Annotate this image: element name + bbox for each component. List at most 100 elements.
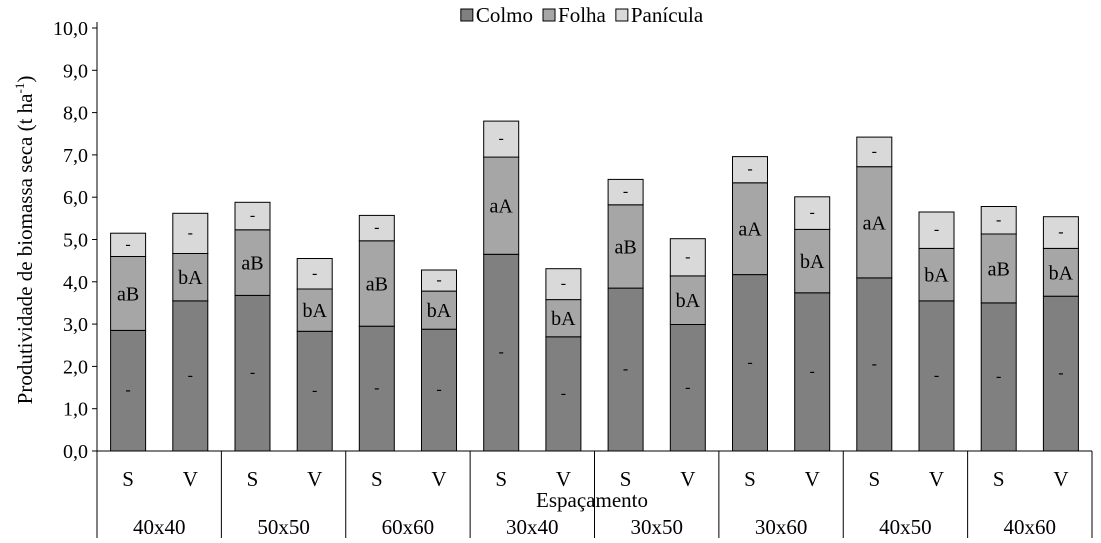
- y-tick-label: 5,0: [63, 230, 88, 252]
- data-label-colmo-1: -: [125, 382, 130, 399]
- x-subcategory-label: V: [556, 467, 571, 491]
- data-label-colmo-3: -: [250, 364, 255, 381]
- bar-pan-cula-3: [234, 201, 271, 231]
- data-label-colmo-14: -: [934, 367, 939, 384]
- bar-pan-cula-15: [980, 206, 1017, 235]
- data-label-folha-5: aB: [366, 274, 388, 296]
- bar-colmo-9: [607, 287, 644, 452]
- bar-folha-11: [732, 182, 768, 276]
- data-label-pan-cula-16: -: [1058, 224, 1063, 241]
- data-label-folha-1: aB: [117, 283, 139, 305]
- bar-folha-3: [234, 229, 271, 296]
- x-subcategory-label: S: [371, 467, 383, 491]
- data-label-colmo-11: -: [747, 354, 752, 371]
- bar-pan-cula-13: [856, 136, 893, 168]
- data-label-colmo-15: -: [996, 368, 1001, 385]
- bar-colmo-8: [545, 336, 582, 452]
- legend-swatch-pan-cula: [615, 8, 629, 22]
- bars-layer: [110, 120, 1079, 452]
- bar-colmo-6: [421, 328, 457, 452]
- y-tick-label: 1,0: [63, 399, 88, 421]
- data-label-colmo-10: -: [685, 379, 690, 396]
- bar-colmo-14: [918, 300, 955, 452]
- data-label-colmo-9: -: [623, 361, 628, 378]
- axes-layer: 0,0 1,0 2,0 3,0 4,0 5,0 6,0 7,0 8,0 9,0 10,0 S V S V S V…: [53, 18, 1093, 539]
- data-label-pan-cula-14: -: [934, 221, 939, 238]
- bar-colmo-16: [1042, 295, 1079, 452]
- x-subcategory-label: S: [868, 467, 880, 491]
- data-label-pan-cula-5: -: [374, 219, 379, 236]
- bar-pan-cula-8: [545, 268, 582, 301]
- y-tick-label: 3,0: [63, 314, 88, 336]
- legend-swatch-folha: [542, 8, 556, 22]
- bar-folha-16: [1042, 247, 1079, 297]
- data-label-pan-cula-9: -: [623, 183, 628, 200]
- data-label-pan-cula-8: -: [561, 275, 566, 292]
- bar-colmo-12: [794, 292, 831, 452]
- y-tick-label: 7,0: [63, 145, 88, 167]
- y-tick-label: 10,0: [53, 18, 88, 40]
- bar-pan-cula-9: [607, 178, 644, 206]
- y-tick-label: 9,0: [63, 60, 88, 82]
- bar-folha-8: [545, 299, 582, 338]
- data-label-colmo-6: -: [436, 381, 441, 398]
- legend-label-colmo: Colmo: [476, 3, 533, 27]
- data-label-pan-cula-4: -: [312, 265, 317, 282]
- data-label-pan-cula-3: -: [250, 207, 255, 224]
- x-subcategory-label: S: [744, 467, 756, 491]
- data-label-folha-14: bA: [924, 265, 949, 287]
- x-subcategory-label: V: [805, 467, 820, 491]
- x-group-label: 30x50: [630, 515, 683, 538]
- x-subcategory-label: V: [1053, 467, 1068, 491]
- y-tick-label: 4,0: [63, 272, 88, 294]
- data-label-folha-13: aA: [863, 212, 887, 234]
- legend-swatch-colmo: [460, 8, 474, 22]
- x-group-label: 30x60: [755, 515, 808, 538]
- x-axis-title: Espaçamento: [536, 488, 648, 512]
- data-label-colmo-4: -: [312, 382, 317, 399]
- data-label-colmo-8: -: [561, 385, 566, 402]
- data-label-colmo-2: -: [188, 367, 193, 384]
- labels-layer: - aB - - bA - - aB - - bA - - aB - - bA - - aA - - bA - - aB - - bA -…: [117, 130, 1074, 402]
- data-label-folha-6: bA: [427, 300, 452, 322]
- bar-folha-2: [172, 253, 209, 302]
- bar-folha-5: [358, 240, 395, 327]
- data-label-pan-cula-10: -: [685, 248, 690, 265]
- y-tick-label: 6,0: [63, 187, 88, 209]
- data-label-folha-2: bA: [178, 267, 203, 289]
- bar-colmo-15: [980, 302, 1017, 452]
- y-tick-label: 0,0: [63, 441, 88, 463]
- bar-colmo-10: [669, 324, 706, 452]
- x-group-label: 30x40: [506, 515, 559, 538]
- bar-folha-6: [421, 290, 457, 330]
- bar-colmo-5: [358, 325, 395, 452]
- data-label-pan-cula-2: -: [188, 224, 193, 241]
- data-label-folha-9: aB: [614, 237, 636, 259]
- data-label-pan-cula-6: -: [436, 272, 441, 289]
- data-label-folha-16: bA: [1049, 262, 1074, 284]
- data-label-folha-4: bA: [302, 300, 327, 322]
- x-subcategory-label: S: [495, 467, 507, 491]
- bar-pan-cula-10: [669, 238, 706, 277]
- x-subcategory-label: V: [183, 467, 198, 491]
- x-subcategory-label: V: [307, 467, 322, 491]
- data-label-pan-cula-7: -: [499, 130, 504, 147]
- data-label-folha-3: aB: [241, 253, 263, 275]
- bar-colmo-4: [296, 330, 333, 452]
- x-subcategory-label: S: [122, 467, 134, 491]
- data-label-pan-cula-12: -: [810, 204, 815, 221]
- data-label-colmo-16: -: [1058, 365, 1063, 382]
- bar-colmo-2: [172, 300, 209, 452]
- y-axis-title: Produtividade de biomassa seca (t ha-1): [12, 76, 37, 405]
- x-subcategory-label: V: [680, 467, 695, 491]
- data-label-folha-10: bA: [676, 290, 701, 312]
- legend-label-pan-cula: Panícula: [631, 3, 704, 27]
- data-label-folha-12: bA: [800, 251, 825, 273]
- data-label-pan-cula-1: -: [125, 236, 130, 253]
- data-label-folha-11: aA: [738, 219, 762, 241]
- x-subcategory-label: S: [993, 467, 1005, 491]
- y-tick-label: 2,0: [63, 356, 88, 378]
- y-tick-label: 8,0: [63, 103, 88, 125]
- bar-pan-cula-14: [918, 211, 955, 249]
